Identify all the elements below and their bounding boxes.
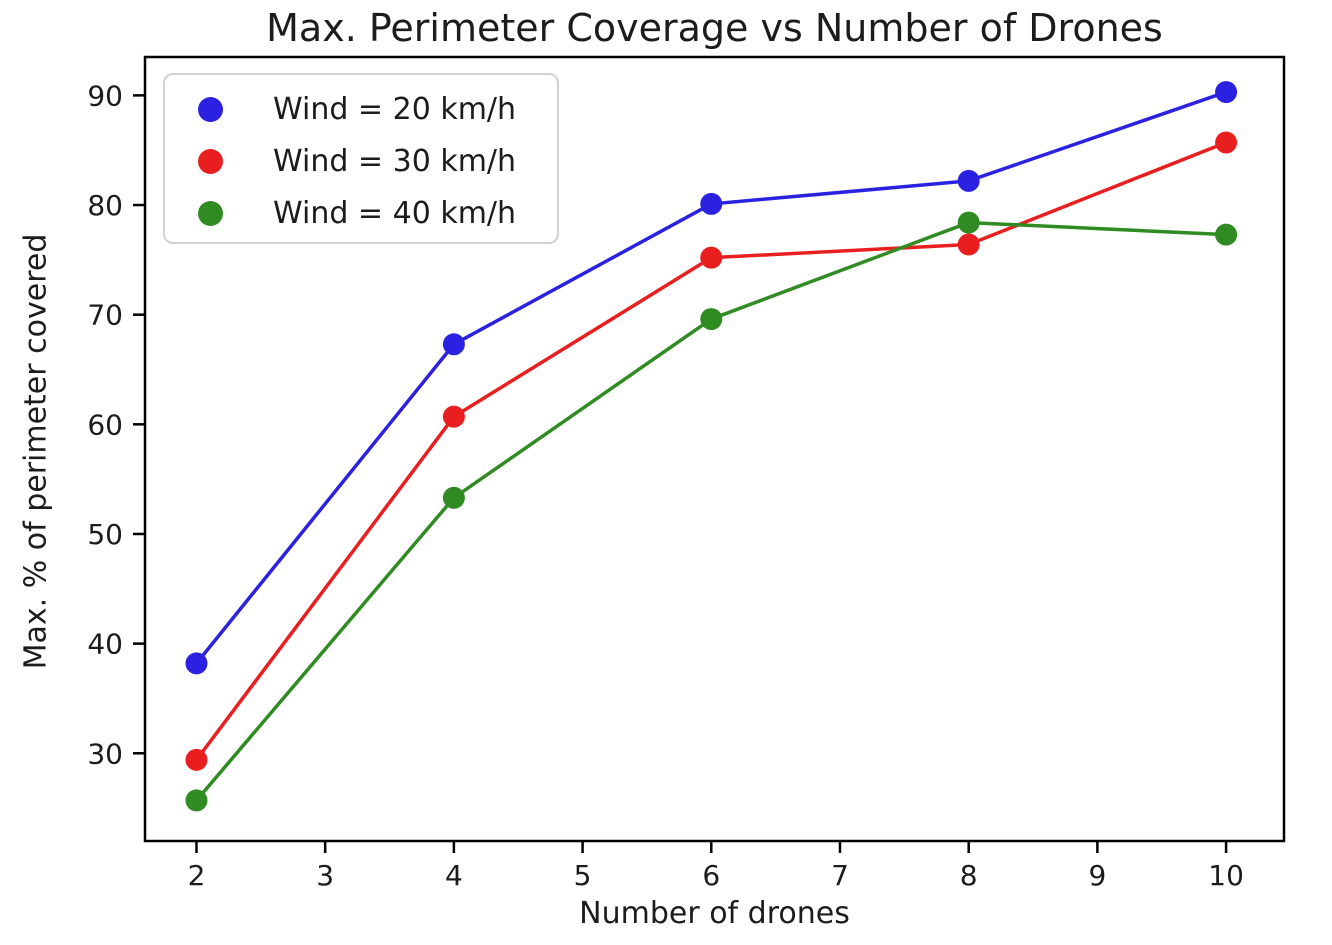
legend-label: Wind = 20 km/h	[273, 91, 517, 127]
data-point-marker	[957, 169, 980, 192]
axes-frame	[143, 55, 1286, 843]
data-point-marker	[442, 333, 465, 356]
legend-item-wind-30: Wind = 30 km/h	[165, 135, 557, 187]
data-point-marker	[700, 192, 723, 215]
x-tick-label: 5	[574, 859, 592, 892]
data-point-marker	[1215, 223, 1238, 246]
data-point-marker	[442, 405, 465, 428]
data-point-marker	[700, 246, 723, 269]
y-tick-label: 80	[87, 189, 123, 222]
y-tick-label: 70	[87, 299, 123, 332]
x-tick-label: 9	[1088, 859, 1106, 892]
legend-label: Wind = 30 km/h	[273, 143, 517, 179]
data-point-marker	[700, 308, 723, 331]
y-tick-label: 60	[87, 408, 123, 441]
x-tick-label: 8	[960, 859, 978, 892]
data-point-marker	[442, 486, 465, 509]
data-point-marker	[1215, 131, 1238, 154]
data-point-marker	[185, 789, 208, 812]
y-tick-label: 30	[87, 737, 123, 770]
legend: Wind = 20 km/h Wind = 30 km/h Wind = 40 …	[163, 73, 559, 244]
legend-marker-icon	[198, 96, 223, 122]
x-tick-label: 7	[831, 859, 849, 892]
x-tick-label: 2	[188, 859, 206, 892]
y-axis-label: Max. % of perimeter covered	[18, 233, 54, 670]
y-tick-label: 90	[87, 79, 123, 112]
legend-item-wind-40: Wind = 40 km/h	[165, 187, 557, 239]
y-tick-label: 50	[87, 518, 123, 551]
legend-marker-icon	[198, 200, 223, 226]
legend-label: Wind = 40 km/h	[273, 195, 517, 231]
x-tick-label: 10	[1208, 859, 1244, 892]
chart-title: Max. Perimeter Coverage vs Number of Dro…	[266, 6, 1163, 50]
x-tick-label: 6	[702, 859, 720, 892]
legend-marker-icon	[198, 148, 223, 174]
data-point-marker	[957, 211, 980, 234]
x-tick-label: 3	[316, 859, 334, 892]
legend-item-wind-20: Wind = 20 km/h	[165, 83, 557, 135]
data-point-marker	[957, 233, 980, 256]
y-tick-label: 40	[87, 628, 123, 661]
x-axis-label: Number of drones	[579, 896, 850, 931]
data-point-marker	[185, 748, 208, 771]
data-point-marker	[1215, 81, 1238, 104]
data-point-marker	[185, 652, 208, 675]
x-tick-label: 4	[445, 859, 463, 892]
